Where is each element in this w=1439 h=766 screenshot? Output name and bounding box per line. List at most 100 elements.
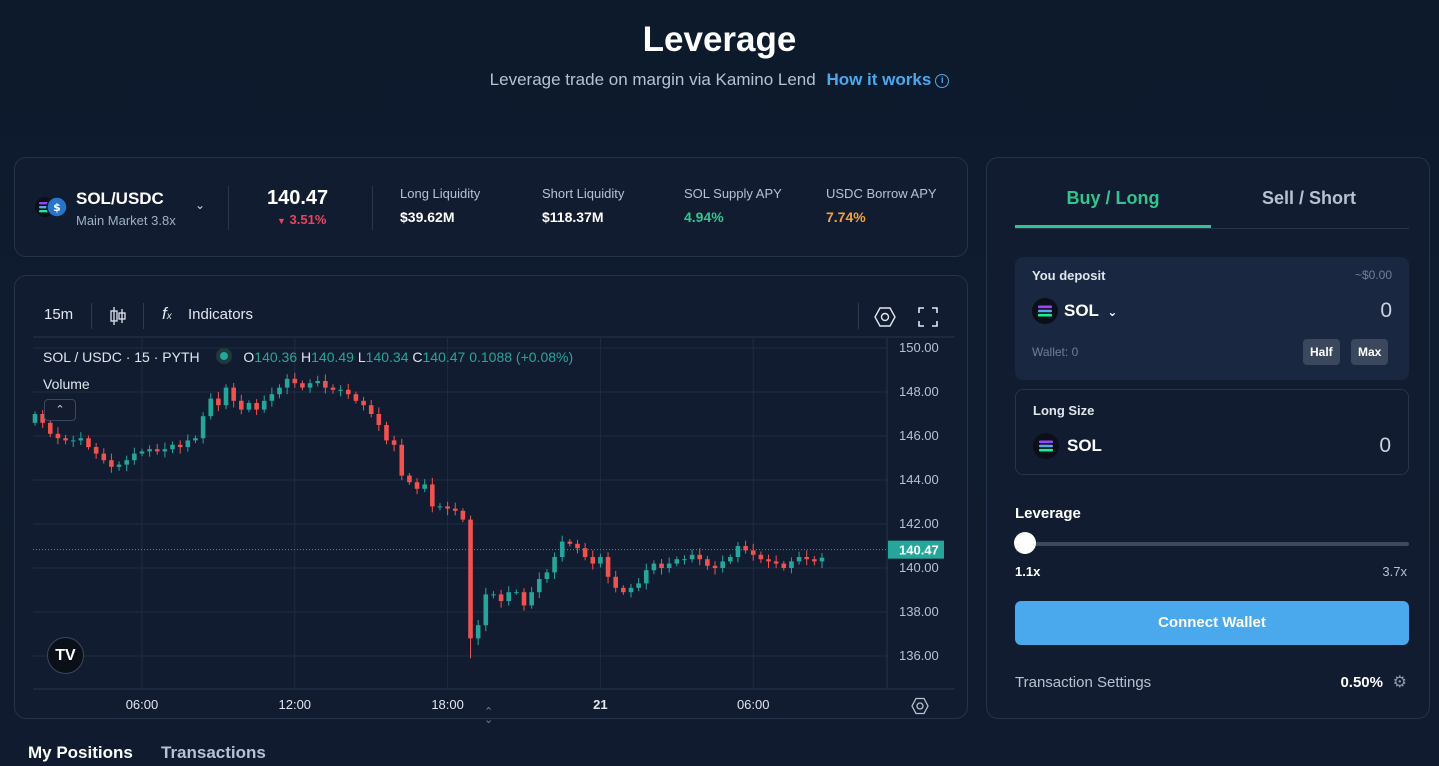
candle-body [697,554,703,560]
slippage-value[interactable]: 0.50% [1340,674,1383,691]
candle-body [384,425,389,441]
candle-body [345,389,351,395]
x-tick-label: 12:00 [279,697,312,712]
y-tick-label: 140.00 [899,560,939,575]
tab-divider [1015,228,1409,229]
candle-body [116,464,122,467]
legend-symbol: SOL / USDC · 15 · PYTH [43,349,200,365]
stat-long-liquidity: Long Liquidity $39.62M [400,186,481,225]
max-button[interactable]: Max [1351,339,1389,365]
page-title: Leverage [642,20,797,59]
candle-body [475,625,481,639]
candle-body [796,557,802,562]
tab-sell-short[interactable]: Sell / Short [1261,188,1357,208]
market-label: Main Market 3.8x [76,213,176,228]
candle-body [575,543,580,549]
live-dot-icon [215,348,232,364]
indicators-button[interactable]: Indicators [188,306,254,323]
leverage-max: 3.7x [1382,564,1407,579]
stat-sol-supply-apy: SOL Supply APY 4.94% [684,186,782,225]
candle-body [728,557,733,562]
y-tick-label: 146.00 [899,428,939,443]
last-price-tag [888,540,944,559]
axis-settings-icon[interactable] [911,697,929,715]
candle-body [705,559,710,566]
candle-body [452,508,458,511]
market-bar: $ SOL/USDC Main Market 3.8x ⌄ 140.47 ▼ 3… [14,157,968,257]
candle-body [567,541,573,544]
candle-body [47,422,53,434]
candles-icon[interactable] [109,305,127,327]
candle-body [712,565,718,568]
leverage-min: 1.1x [1015,564,1041,579]
candle-body [55,433,61,439]
how-it-works-link[interactable]: How it works i [826,70,950,89]
last-price-label: 140.47 [899,543,939,558]
half-button[interactable]: Half [1303,339,1340,365]
transaction-settings-label[interactable]: Transaction Settings [1015,674,1152,691]
connect-wallet-button[interactable]: Connect Wallet [1015,601,1409,645]
info-icon[interactable]: i [935,73,950,88]
tab-transactions[interactable]: Transactions [161,743,266,762]
candle-body [666,563,672,568]
x-tick-label: 21 [593,697,607,712]
toolbar-divider [143,303,144,329]
candle-body [819,557,825,562]
candle-body [399,444,405,476]
candle-body [605,557,611,577]
price-change: ▼ 3.51% [277,212,327,227]
candle-body [216,398,221,406]
deposit-token-selector[interactable]: SOL ⌄ [1064,301,1118,320]
candle-body [177,444,183,447]
tab-buy-long[interactable]: Buy / Long [1066,188,1160,208]
price-value: 140.47 [267,187,329,209]
pair-name[interactable]: SOL/USDC [76,189,164,208]
x-tick-label: 06:00 [737,697,770,712]
candle-body [789,561,794,568]
x-tick-label: 06:00 [126,697,159,712]
resize-handle-icon[interactable]: ⌃ ⌄ [484,706,494,726]
candle-body [804,557,810,560]
leverage-slider-track[interactable] [1015,542,1409,546]
candle-body [613,576,618,588]
leverage-slider-thumb[interactable] [1014,532,1036,554]
deposit-usd-value: ~$0.00 [1354,268,1392,282]
collapse-legend-button[interactable]: ⌃ [44,399,76,421]
chevron-up-icon[interactable]: ⌃ [55,404,65,416]
price-chart[interactable]: 150.00 148.00 146.00 144.00 142.00 140.00 138.… [15,276,969,720]
candle-body [353,394,359,401]
toolbar-divider [91,303,92,329]
candle-body [773,561,779,564]
chart-legend: SOL / USDC · 15 · PYTH O140.36 H140.49 L… [43,348,574,365]
candle-body [628,587,634,593]
candle-body [659,563,664,568]
chevron-down-icon[interactable]: ⌄ [1107,305,1118,319]
tab-my-positions[interactable]: My Positions [28,743,133,762]
fullscreen-icon[interactable] [918,307,938,327]
sol-token-icon [1032,298,1058,324]
candle-body [582,548,588,557]
candle-body [468,519,473,639]
interval-button[interactable]: 15m [44,306,74,323]
deposit-amount-input[interactable]: 0 [1380,299,1392,322]
y-tick-label: 138.00 [899,604,939,619]
long-size-amount: 0 [1379,434,1391,457]
how-it-works-label[interactable]: How it works [826,70,932,89]
settings-hex-icon[interactable] [874,306,896,328]
candle-body [621,587,626,593]
candle-body [812,559,817,562]
candle-body [162,449,168,452]
y-tick-label: 142.00 [899,516,939,531]
candle-body [735,546,741,557]
candle-body [269,394,275,401]
chevron-down-icon[interactable]: ⌄ [195,198,206,212]
candle-body [414,482,420,489]
candle-body [124,460,129,465]
tradingview-logo[interactable]: TV [47,637,84,674]
stat-usdc-borrow-apy: USDC Borrow APY 7.74% [826,186,937,225]
gear-icon[interactable]: ⚙ [1392,674,1407,691]
candle-body [598,557,603,564]
candle-body [93,447,99,454]
function-icon[interactable]: fx [162,304,172,323]
candle-body [70,440,76,442]
